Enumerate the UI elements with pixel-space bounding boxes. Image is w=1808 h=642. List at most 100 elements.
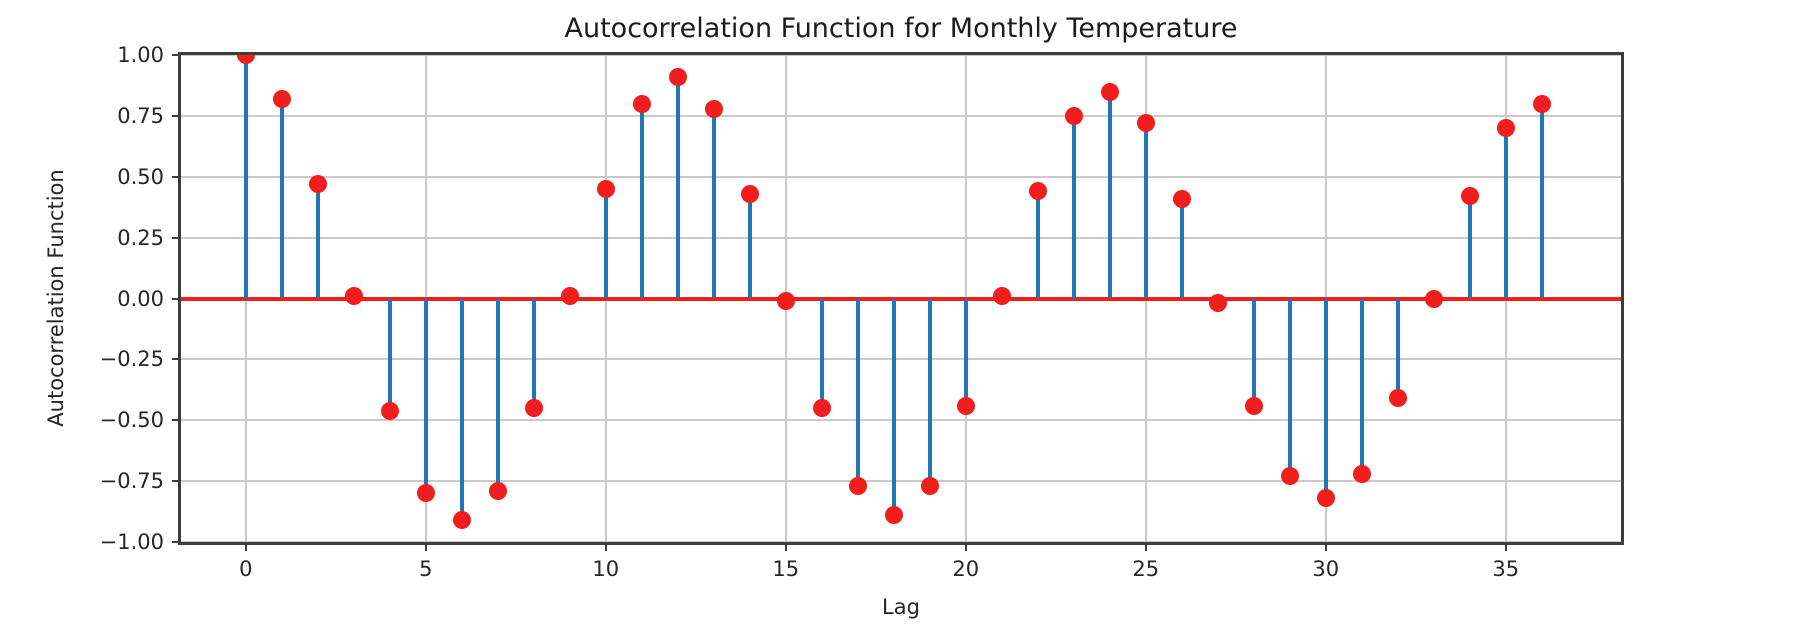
gridline-horizontal [181, 419, 1621, 422]
stem-line [675, 76, 680, 299]
marker-dot [1532, 94, 1551, 113]
y-tick-mark [172, 358, 181, 361]
marker-dot [1208, 294, 1227, 313]
stem-line [1359, 298, 1364, 474]
marker-dot [236, 55, 255, 64]
stem-line [855, 298, 860, 486]
x-axis-label: Lag [882, 595, 920, 619]
y-tick-mark [172, 297, 181, 300]
gridline-horizontal [181, 114, 1621, 117]
stem-line [819, 298, 824, 409]
y-tick-mark [172, 175, 181, 178]
x-tick-label: 30 [1312, 557, 1340, 581]
marker-dot [776, 291, 795, 310]
marker-dot [1064, 106, 1083, 125]
stem-line [1503, 128, 1508, 299]
gridline-horizontal [181, 55, 1621, 56]
marker-dot [596, 179, 615, 198]
stem-line [495, 298, 500, 491]
y-tick-mark [172, 54, 181, 56]
marker-dot [704, 99, 723, 118]
y-tick-mark [172, 419, 181, 422]
y-tick-label: 0.00 [117, 286, 164, 311]
zero-baseline [181, 296, 1621, 301]
stem-line [1107, 91, 1112, 299]
marker-dot [1424, 289, 1443, 308]
stem-line [279, 98, 284, 299]
stem-line [639, 103, 644, 299]
marker-dot [1136, 114, 1155, 133]
marker-dot [884, 506, 903, 525]
marker-dot [488, 481, 507, 500]
marker-dot [848, 476, 867, 495]
y-tick-label: 0.75 [117, 103, 164, 128]
stem-line [1071, 115, 1076, 299]
x-tick-mark [1504, 542, 1507, 551]
x-tick-label: 0 [239, 557, 253, 581]
marker-dot [632, 94, 651, 113]
marker-dot [1352, 464, 1371, 483]
marker-dot [272, 89, 291, 108]
x-tick-mark [1144, 542, 1147, 551]
marker-dot [668, 67, 687, 86]
y-axis-label: Autocorrelation Function [44, 169, 68, 427]
stem-line [1539, 103, 1544, 299]
marker-dot [1388, 389, 1407, 408]
gridline-horizontal [181, 358, 1621, 361]
stem-line [315, 184, 320, 299]
gridline-horizontal [181, 236, 1621, 239]
marker-dot [1280, 467, 1299, 486]
y-tick-label: −0.75 [99, 469, 164, 494]
stem-line [423, 298, 428, 494]
gridline-horizontal [181, 175, 1621, 178]
y-tick-mark [172, 236, 181, 239]
chart-title: Autocorrelation Function for Monthly Tem… [564, 13, 1238, 44]
marker-dot [1100, 82, 1119, 101]
stem-line [459, 298, 464, 521]
stem-line [1143, 123, 1148, 299]
stem-line [1467, 196, 1472, 299]
x-tick-label: 10 [592, 557, 620, 581]
x-tick-mark [604, 542, 607, 551]
x-tick-mark [424, 542, 427, 551]
x-tick-mark [244, 542, 247, 551]
plot-area [178, 52, 1624, 545]
marker-dot [380, 401, 399, 420]
marker-dot [1244, 396, 1263, 415]
marker-dot [524, 399, 543, 418]
x-tick-mark [964, 542, 967, 551]
y-tick-label: −0.25 [99, 347, 164, 372]
y-tick-label: 1.00 [117, 43, 164, 67]
gridline-horizontal [181, 480, 1621, 483]
stem-line [603, 188, 608, 299]
stem-line [1323, 298, 1328, 499]
y-tick-label: −0.50 [99, 408, 164, 433]
y-tick-mark [172, 114, 181, 117]
stem-line [243, 55, 248, 299]
marker-dot [344, 287, 363, 306]
stem-line [711, 108, 716, 299]
marker-dot [1316, 489, 1335, 508]
stem-line [747, 193, 752, 299]
marker-dot [560, 287, 579, 306]
x-tick-label: 35 [1492, 557, 1520, 581]
x-tick-mark [784, 542, 787, 551]
x-tick-label: 25 [1132, 557, 1160, 581]
stem-line [387, 298, 392, 411]
stem-line [1035, 191, 1040, 299]
marker-dot [740, 184, 759, 203]
marker-dot [452, 511, 471, 530]
y-tick-label: −1.00 [99, 530, 164, 554]
marker-dot [1028, 182, 1047, 201]
stem-line [1179, 198, 1184, 299]
x-tick-mark [1324, 542, 1327, 551]
y-tick-label: 0.25 [117, 225, 164, 250]
stem-line [1251, 298, 1256, 406]
gridline-horizontal [181, 541, 1621, 542]
y-tick-mark [172, 480, 181, 483]
marker-dot [416, 484, 435, 503]
stem-line [1395, 298, 1400, 399]
marker-dot [1172, 189, 1191, 208]
x-tick-label: 15 [772, 557, 800, 581]
